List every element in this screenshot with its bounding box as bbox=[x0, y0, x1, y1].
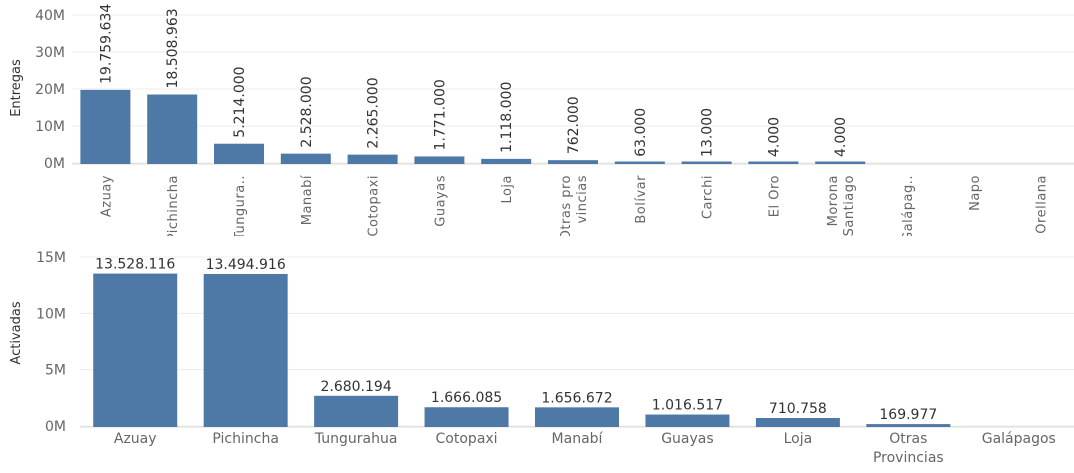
data-label: 762.000 bbox=[566, 96, 582, 154]
x-tick-label: Cotopaxi bbox=[367, 175, 382, 236]
x-tick-label: Manabí bbox=[300, 175, 315, 225]
x-tick-label: Otras bbox=[889, 431, 927, 447]
data-label: 1.771.000 bbox=[432, 79, 448, 150]
y-tick-label: 10M bbox=[35, 119, 65, 135]
x-tick-label: Azuay bbox=[114, 431, 157, 447]
bar bbox=[866, 424, 951, 427]
x-tick-label: Guayas bbox=[433, 175, 448, 227]
data-label: 18.508.963 bbox=[165, 8, 181, 88]
y-tick-label: 0M bbox=[44, 156, 65, 172]
x-tick-label: Tungurahua bbox=[314, 431, 398, 447]
x-tick-label: Orellana bbox=[1035, 175, 1050, 234]
bar bbox=[280, 153, 331, 164]
bar bbox=[93, 273, 178, 427]
y-tick-label: 15M bbox=[36, 250, 66, 266]
data-label: 1.016.517 bbox=[652, 398, 723, 414]
x-tick-label: Bolívar bbox=[634, 175, 649, 224]
bar bbox=[203, 273, 288, 427]
x-tick-label: Pichincha bbox=[212, 431, 279, 447]
bar bbox=[645, 414, 730, 427]
bar bbox=[548, 160, 598, 164]
activadas-bar-chart: 0M 5M 10M 15M Activadas 13.528.116 Azuay 13.494… bbox=[9, 250, 1074, 466]
x-tick-label: Cotopaxi bbox=[436, 431, 498, 447]
x-tick-label: vincias bbox=[575, 175, 590, 224]
y-tick-label: 30M bbox=[35, 45, 65, 61]
bar bbox=[147, 94, 198, 164]
y-axis-title: Activadas bbox=[9, 301, 24, 364]
y-axis-title: Entregas bbox=[9, 59, 24, 117]
x-tick-label: Azuay bbox=[99, 175, 114, 217]
data-label: 1.666.085 bbox=[431, 390, 502, 406]
data-label: 2.528.000 bbox=[299, 76, 315, 147]
bar bbox=[614, 161, 665, 164]
bar bbox=[535, 407, 619, 427]
bar bbox=[755, 417, 840, 427]
data-label: 5.214.000 bbox=[232, 66, 248, 137]
x-tick-label: Tungura.. bbox=[233, 175, 248, 236]
data-label: 4.000 bbox=[766, 117, 782, 157]
y-tick-label: 20M bbox=[35, 82, 65, 98]
x-tick-label: Carchi bbox=[701, 175, 716, 219]
x-tick-label: Guayas bbox=[661, 431, 713, 447]
entregas-bar-chart: 0M 10M 20M 30M 40M Entregas 19.759.634 Azuay 18.… bbox=[9, 4, 1074, 236]
data-label: 13.528.116 bbox=[95, 257, 175, 273]
bar bbox=[347, 154, 398, 164]
data-label: 19.759.634 bbox=[98, 4, 114, 84]
data-label: 2.265.000 bbox=[366, 77, 382, 148]
data-label: 63.000 bbox=[633, 108, 649, 157]
data-label: 169.977 bbox=[879, 407, 937, 423]
y-tick-label: 10M bbox=[36, 306, 66, 322]
x-tick-label: Otras pro bbox=[559, 175, 574, 236]
x-tick-label: Morona bbox=[826, 175, 841, 226]
bar bbox=[748, 161, 799, 164]
y-tick-label: 5M bbox=[45, 363, 66, 379]
bar bbox=[414, 156, 465, 164]
bar bbox=[214, 143, 264, 164]
data-label: 13.494.916 bbox=[206, 257, 286, 273]
x-tick-label: Galápagos bbox=[982, 431, 1056, 447]
data-label: 710.758 bbox=[769, 401, 827, 417]
x-tick-label: Pichincha bbox=[166, 175, 181, 236]
x-tick-label: Loja bbox=[784, 431, 813, 447]
x-tick-label: Loja bbox=[500, 175, 515, 204]
bar bbox=[681, 161, 732, 164]
y-tick-label: 40M bbox=[35, 8, 65, 24]
x-tick-label: Galápag.. bbox=[901, 175, 916, 236]
y-tick-label: 0M bbox=[45, 419, 66, 435]
data-label: 1.656.672 bbox=[541, 390, 612, 406]
data-label: 1.118.000 bbox=[499, 82, 515, 153]
bar bbox=[481, 158, 532, 164]
x-tick-label: El Oro bbox=[767, 175, 782, 217]
x-tick-label: Provincias bbox=[873, 450, 944, 466]
x-tick-label: Napo bbox=[968, 175, 983, 211]
bar bbox=[314, 395, 399, 427]
x-tick-label: Santiago bbox=[842, 175, 857, 236]
data-label: 4.000 bbox=[833, 117, 849, 157]
x-tick-label: Manabí bbox=[552, 431, 604, 447]
bar bbox=[424, 407, 509, 427]
data-label: 13.000 bbox=[700, 108, 716, 157]
bar bbox=[80, 89, 131, 164]
data-label: 2.680.194 bbox=[320, 379, 391, 395]
bar bbox=[815, 161, 866, 164]
